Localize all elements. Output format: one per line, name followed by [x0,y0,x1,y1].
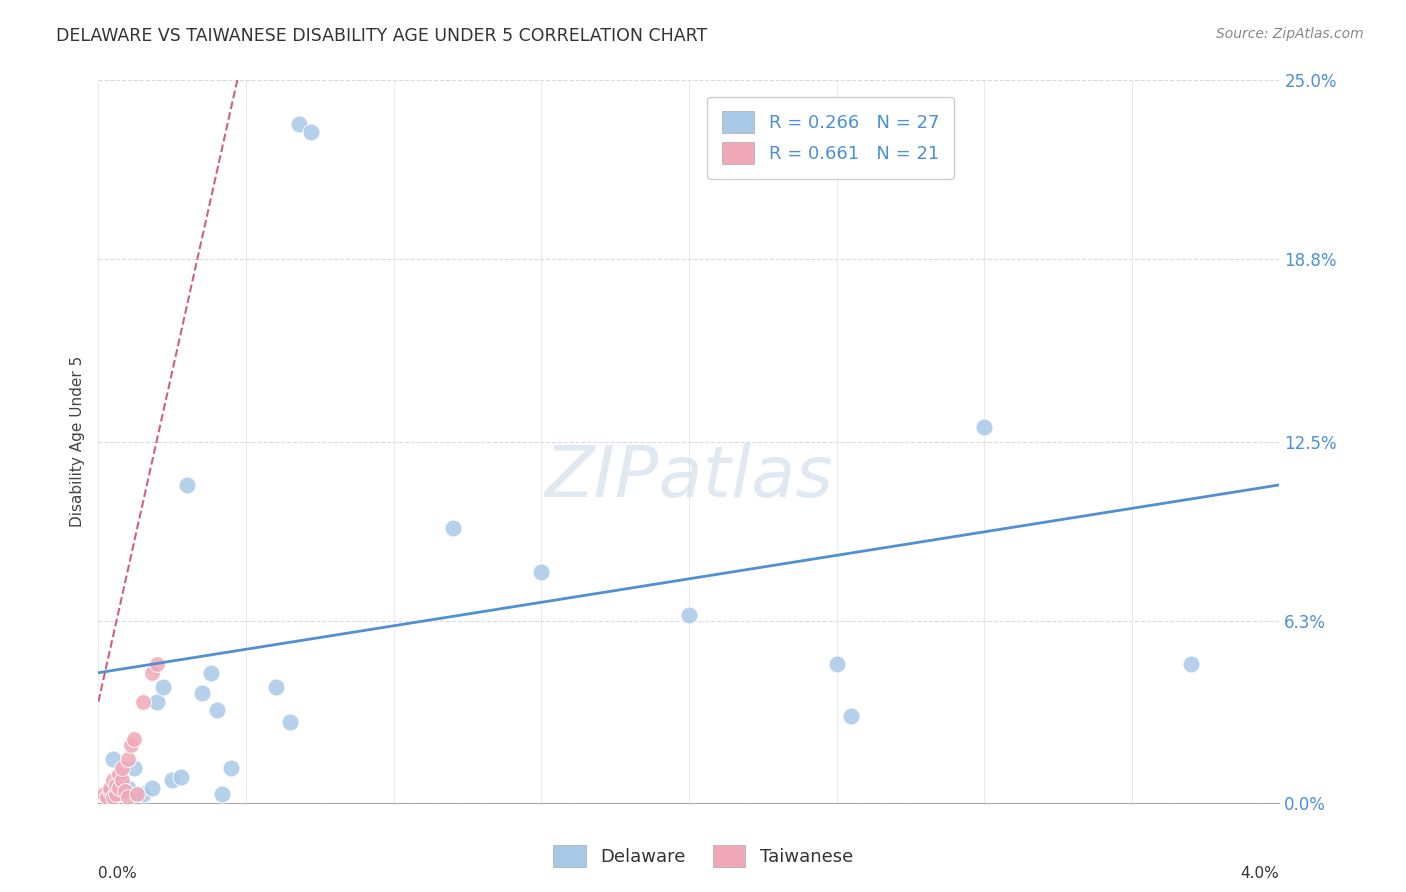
Point [191,686,214,700]
Point [264,680,287,694]
Point [105,787,128,801]
Point [205,703,228,717]
Point [117,790,139,805]
Point [280,714,302,729]
Text: Source: ZipAtlas.com: Source: ZipAtlas.com [1216,27,1364,41]
Point [170,770,193,784]
Text: DELAWARE VS TAIWANESE DISABILITY AGE UNDER 5 CORRELATION CHART: DELAWARE VS TAIWANESE DISABILITY AGE UND… [56,27,707,45]
Text: 4.0%: 4.0% [1240,866,1279,881]
Point [441,521,464,535]
Point [125,787,148,801]
Point [122,761,145,775]
Y-axis label: Disability Age Under 5: Disability Age Under 5 [69,356,84,527]
Point [103,752,125,766]
Point [117,752,139,766]
Point [299,125,322,139]
Point [141,781,163,796]
Point [200,665,222,680]
Point [211,787,233,801]
Point [98,781,121,796]
Point [122,732,145,747]
Point [1180,657,1202,671]
Point [96,790,118,805]
Text: 0.0%: 0.0% [98,866,138,881]
Point [141,665,163,680]
Point [111,772,134,787]
Point [176,478,198,492]
Point [114,784,136,798]
Point [146,657,169,671]
Point [678,607,700,622]
Point [825,657,848,671]
Point [288,117,311,131]
Point [146,695,169,709]
Legend: Delaware, Taiwanese: Delaware, Taiwanese [546,838,860,874]
Point [530,565,553,579]
Point [98,784,121,798]
Point [93,787,115,801]
Point [162,772,183,787]
Point [152,680,174,694]
Point [108,767,131,781]
Text: ZIPatlas: ZIPatlas [544,443,834,512]
Point [973,420,995,434]
Point [103,772,125,787]
Legend: R = 0.266   N = 27, R = 0.661   N = 21: R = 0.266 N = 27, R = 0.661 N = 21 [707,96,953,178]
Point [132,787,155,801]
Point [111,761,134,775]
Point [120,738,142,752]
Point [105,779,128,793]
Point [132,695,155,709]
Point [103,790,125,805]
Point [111,784,134,798]
Point [117,781,139,796]
Point [841,709,863,723]
Point [221,761,243,775]
Point [108,781,131,796]
